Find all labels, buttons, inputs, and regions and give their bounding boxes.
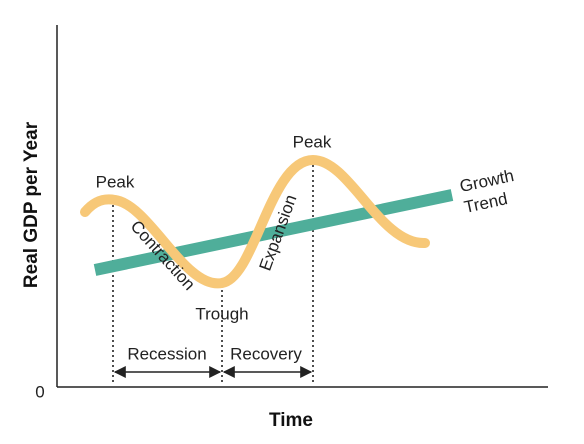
- x-axis-label: Time: [269, 410, 313, 431]
- y-axis-label: Real GDP per Year: [21, 121, 42, 288]
- peak-label: Peak: [293, 132, 332, 151]
- origin-label: 0: [35, 382, 44, 401]
- growth-trend: [93, 189, 454, 276]
- recovery-label: Recovery: [230, 344, 302, 363]
- recession-label: Recession: [127, 344, 206, 363]
- peak-label: Peak: [96, 172, 135, 191]
- trough-label: Trough: [195, 304, 248, 323]
- business-cycle-curve: [80, 154, 430, 289]
- growth-label: Growth: [458, 166, 516, 196]
